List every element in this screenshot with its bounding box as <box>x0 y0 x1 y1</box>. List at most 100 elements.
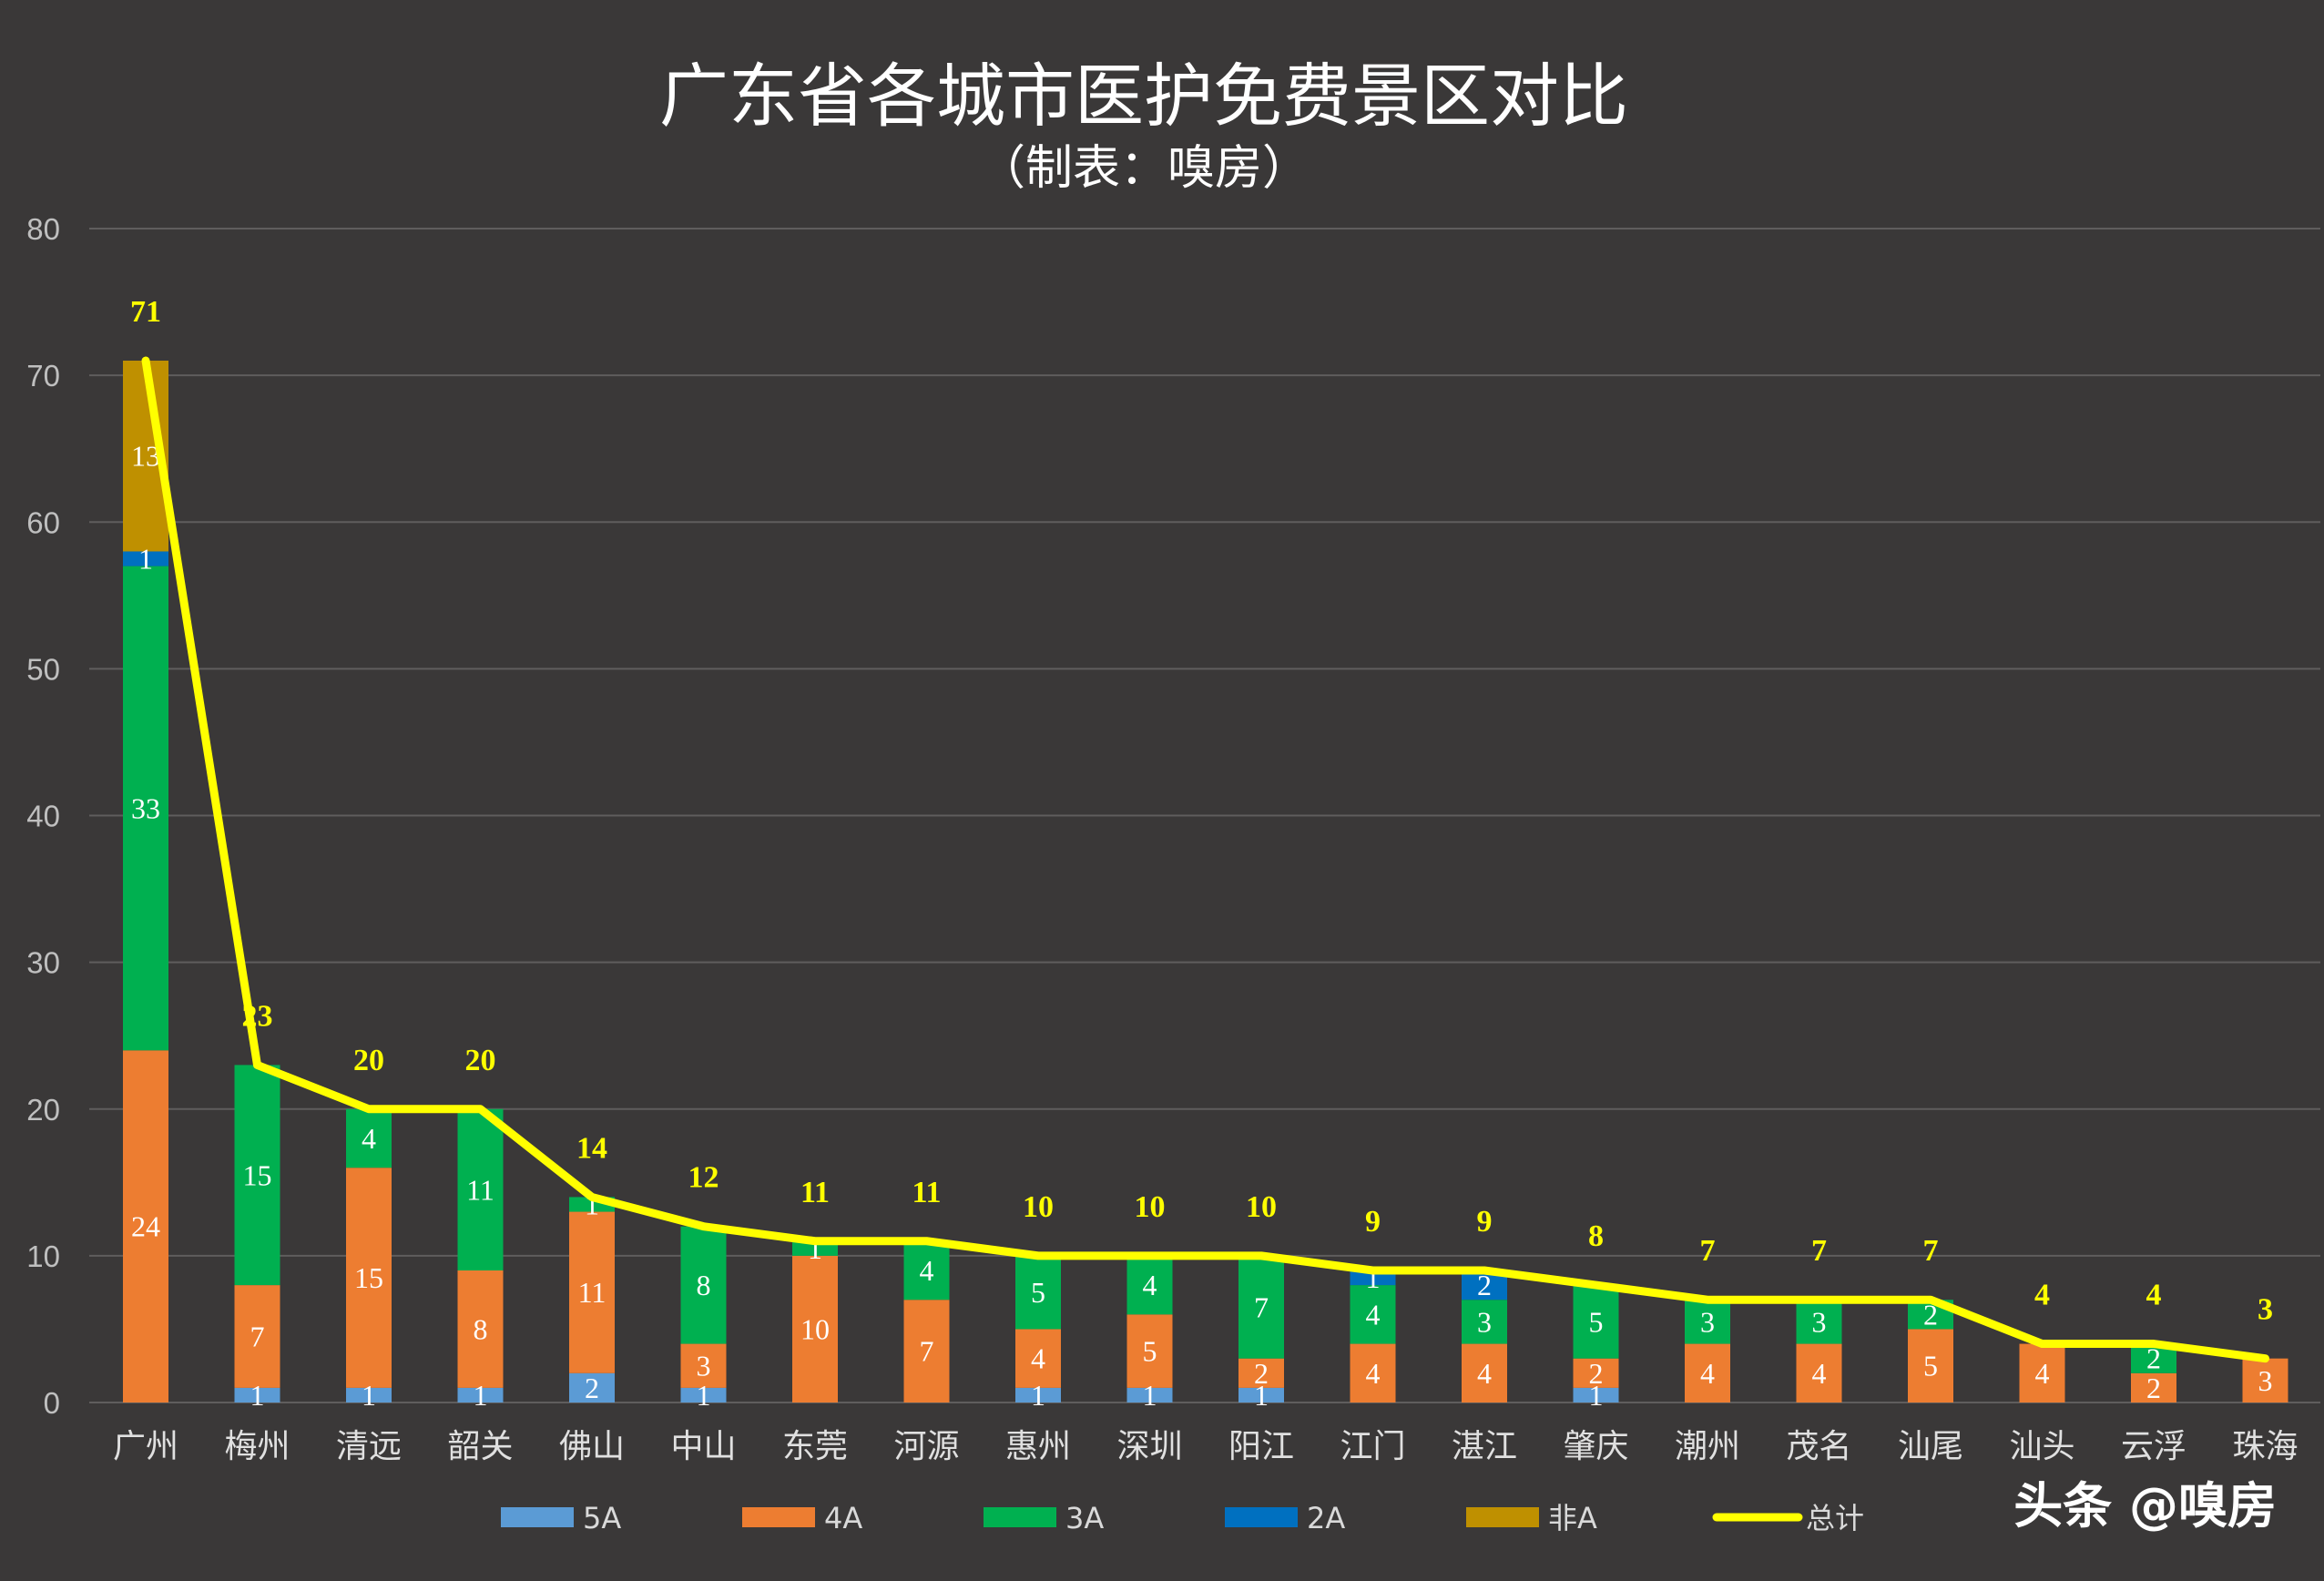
x-tick-label: 中山 <box>670 1428 736 1465</box>
bar-segment <box>346 1168 392 1388</box>
bar-segment <box>234 1065 280 1286</box>
x-tick-label: 韶关 <box>447 1428 513 1465</box>
bar-segment <box>1126 1314 1173 1388</box>
segment-value-label: 11 <box>578 1276 606 1309</box>
x-axis: 广州 梅州 清远 韶关 佛山 中山 东莞 河源 惠州 深圳 阳江 江门 湛江 肇庆 潮州 茂名 汕尾 汕头 云浮 珠海 <box>113 1428 2299 1465</box>
x-tick-label: 茂名 <box>1786 1428 1851 1465</box>
total-value-label: 14 <box>576 1131 607 1165</box>
legend-swatch <box>984 1507 1056 1527</box>
segment-value-label: 2 <box>1254 1357 1269 1390</box>
total-value-label: 8 <box>1588 1219 1604 1253</box>
chart-title: 广东省各城市医护免费景区对比 <box>659 56 1628 137</box>
total-line <box>141 356 2269 1363</box>
segment-value-label: 4 <box>1366 1357 1381 1390</box>
segment-value-label: 2 <box>1477 1269 1492 1301</box>
segment-value-label: 15 <box>243 1158 272 1191</box>
x-tick-label: 珠海 <box>2232 1428 2298 1465</box>
segment-value-label: 3 <box>1700 1305 1715 1338</box>
bar-segment <box>1685 1343 1730 1402</box>
x-tick-label: 深圳 <box>1116 1428 1182 1465</box>
bar-segment <box>1462 1300 1507 1344</box>
legend-label: 4A <box>824 1501 862 1535</box>
segment-value-label: 5 <box>1589 1305 1604 1338</box>
x-tick-label: 阳江 <box>1228 1428 1294 1465</box>
bar-segment <box>903 1240 950 1300</box>
segment-value-label: 3 <box>1812 1305 1827 1338</box>
bar-segment <box>1350 1285 1396 1344</box>
segment-value-label: 2 <box>2146 1372 2161 1404</box>
bar-segment <box>1238 1387 1284 1402</box>
segment-value-label: 1 <box>1589 1379 1604 1412</box>
bar-segment <box>2019 1343 2065 1402</box>
total-value-label: 4 <box>2034 1279 2050 1312</box>
segment-value-label: 2 <box>1923 1298 1938 1331</box>
legend: 5A 4A 3A 2A 非A 总计 <box>501 1501 1864 1535</box>
total-value-label: 9 <box>1477 1205 1493 1239</box>
bar-segment <box>1573 1387 1619 1402</box>
bar-segment <box>1238 1255 1284 1359</box>
x-tick-label: 东莞 <box>782 1428 848 1465</box>
segment-value-label: 4 <box>1366 1298 1381 1331</box>
x-tick-label: 肇庆 <box>1563 1428 1628 1465</box>
segment-value-label: 1 <box>362 1379 376 1412</box>
segment-value-label: 7 <box>1254 1290 1269 1323</box>
total-value-label: 10 <box>1023 1190 1054 1224</box>
bar-segment <box>1015 1255 1061 1330</box>
bar-segment <box>123 1050 168 1402</box>
bars <box>123 361 2288 1402</box>
x-tick-label: 清远 <box>336 1428 402 1465</box>
bar-segment <box>1126 1255 1173 1315</box>
legend-label: 5A <box>583 1501 621 1535</box>
x-tick-label: 江门 <box>1340 1428 1405 1465</box>
bar-segment <box>346 1108 392 1168</box>
total-value-label: 7 <box>1923 1234 1939 1268</box>
y-tick-label: 80 <box>26 212 60 246</box>
bar-segment <box>1796 1300 1842 1344</box>
segment-value-label: 4 <box>1031 1342 1045 1375</box>
bar-segment <box>1796 1343 1842 1402</box>
total-value-label: 4 <box>2146 1279 2162 1312</box>
y-tick-label: 10 <box>26 1239 60 1273</box>
segment-value-label: 1 <box>1031 1379 1045 1412</box>
y-tick-label: 60 <box>26 505 60 539</box>
segment-value-label: 4 <box>1477 1357 1492 1390</box>
segment-value-label: 1 <box>1254 1379 1269 1412</box>
segment-value-label: 7 <box>250 1320 265 1352</box>
legend-swatch <box>1225 1507 1298 1527</box>
legend-label: 非A <box>1548 1501 1597 1535</box>
segment-value-label: 8 <box>697 1269 711 1301</box>
y-tick-label: 40 <box>26 800 60 833</box>
segment-value-label: 3 <box>1477 1305 1492 1338</box>
bar-segment <box>1462 1343 1507 1402</box>
total-value-label: 71 <box>130 295 161 329</box>
total-value-label: 7 <box>1700 1234 1716 1268</box>
segment-value-label: 5 <box>1143 1335 1157 1368</box>
segment-value-label: 10 <box>800 1312 830 1345</box>
segment-value-label: 4 <box>2035 1357 2050 1390</box>
total-value-label: 23 <box>242 999 273 1033</box>
segment-value-label: 2 <box>1589 1357 1604 1390</box>
segment-labels: 2433113171511541811211113810174145154127… <box>131 440 2273 1412</box>
segment-value-label: 1 <box>474 1379 488 1412</box>
total-value-label: 9 <box>1365 1205 1381 1239</box>
bar-segment <box>569 1372 615 1402</box>
bar-segment <box>2242 1358 2288 1402</box>
bar-segment <box>792 1255 838 1402</box>
x-tick-label: 梅州 <box>224 1428 290 1465</box>
bar-segment <box>457 1270 504 1388</box>
y-tick-label: 50 <box>26 652 60 686</box>
segment-value-label: 7 <box>920 1335 934 1368</box>
legend-swatch <box>501 1507 574 1527</box>
segment-value-label: 3 <box>697 1350 711 1382</box>
y-axis: 0 10 20 30 40 50 60 70 80 <box>26 212 60 1420</box>
x-tick-label: 云浮 <box>2121 1428 2186 1465</box>
bar-segment <box>569 1211 615 1373</box>
bar-segment <box>1685 1300 1730 1344</box>
segment-value-label: 24 <box>131 1210 160 1243</box>
bar-segment <box>1238 1358 1284 1388</box>
chart-subtitle: （制表：嗅房） <box>978 141 1310 196</box>
x-tick-label: 潮州 <box>1675 1428 1740 1465</box>
